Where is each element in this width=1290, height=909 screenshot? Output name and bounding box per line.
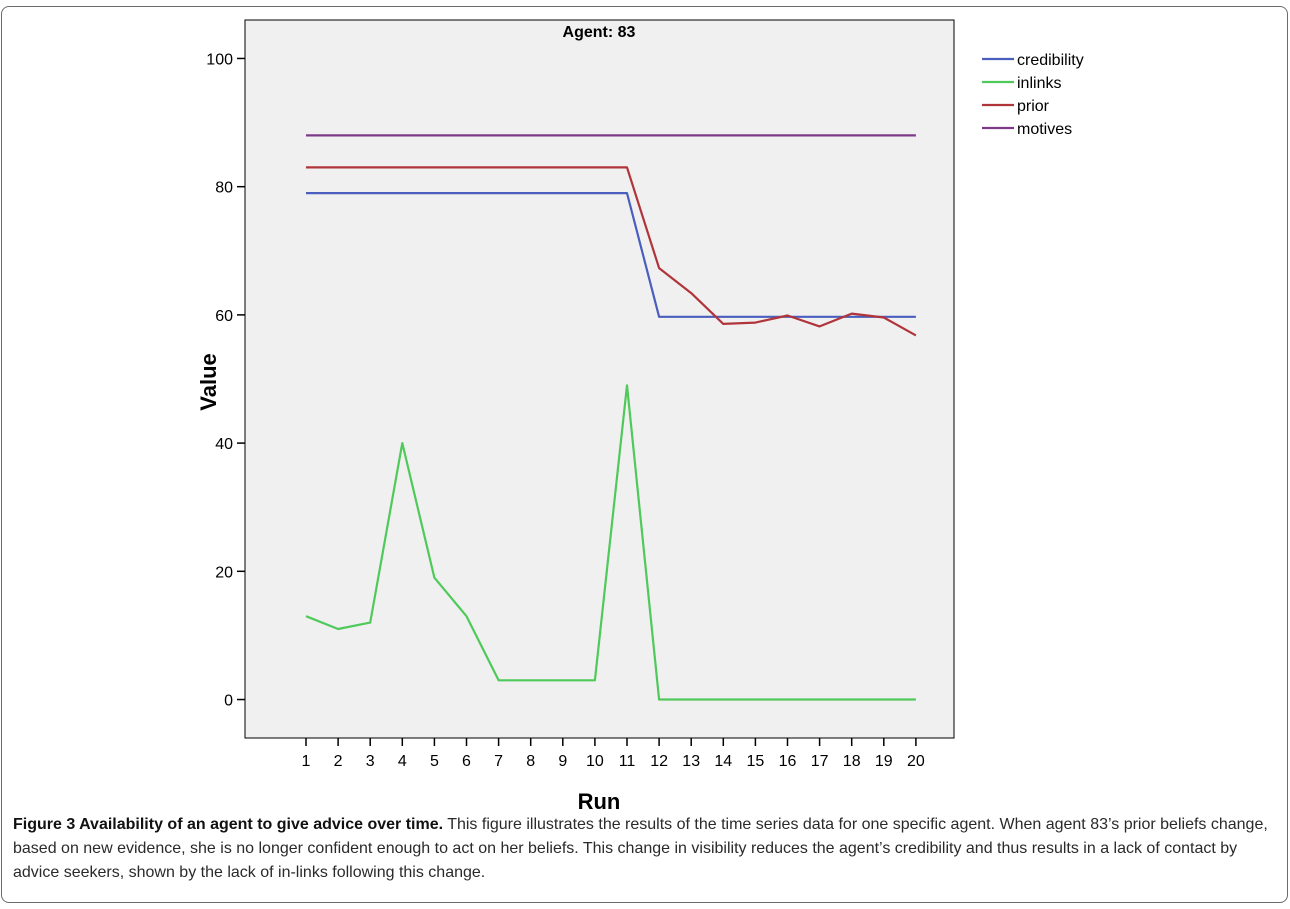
legend-label-inlinks: inlinks: [1017, 75, 1061, 92]
legend-label-motives: motives: [1017, 121, 1072, 138]
legend-label-prior: prior: [1017, 98, 1050, 115]
x-tick-label: 3: [366, 753, 375, 770]
x-tick-label: 19: [875, 753, 893, 770]
y-tick-label: 60: [215, 308, 233, 325]
x-tick-label: 4: [398, 753, 407, 770]
caption-lead: Figure 3 Availability of an agent to giv…: [13, 816, 444, 833]
x-tick-label: 11: [619, 753, 636, 770]
y-tick-label: 0: [224, 693, 233, 710]
caption-body: This figure illustrates the results of t…: [13, 816, 1268, 881]
x-tick-label: 13: [682, 753, 700, 770]
legend: credibility inlinks prior motives: [982, 52, 1084, 138]
x-axis-label: Run: [578, 789, 621, 812]
x-tick-label: 2: [334, 753, 343, 770]
legend-label-credibility: credibility: [1017, 52, 1084, 69]
y-axis: 0 20 40 60 80 100: [206, 51, 245, 710]
y-tick-label: 20: [215, 564, 233, 581]
y-axis-label: Value: [196, 353, 221, 410]
x-tick-label: 1: [302, 753, 311, 770]
x-tick-label: 9: [558, 753, 567, 770]
series-line-prior: [306, 166, 917, 337]
x-tick-label: 15: [747, 753, 765, 770]
x-tick-label: 14: [714, 753, 732, 770]
series-line-inlinks: [305, 384, 916, 701]
series-layer: [305, 134, 917, 701]
x-tick-label: 6: [462, 753, 471, 770]
figure-frame: [1, 6, 1288, 903]
x-tick-label: 10: [586, 753, 604, 770]
x-tick-label: 20: [907, 753, 925, 770]
x-axis: 1 2 3 4 5 6 7 8 9 10 11 12 13 14 15 16 17 18 19 20: [302, 738, 925, 770]
series-line-credibility: [306, 192, 916, 318]
x-tick-label: 16: [779, 753, 797, 770]
y-tick-label: 80: [215, 180, 233, 197]
x-tick-label: 7: [494, 753, 503, 770]
x-tick-label: 17: [811, 753, 829, 770]
figure-caption: Figure 3 Availability of an agent to giv…: [13, 813, 1275, 885]
plot-area: [244, 19, 955, 739]
x-tick-label: 12: [650, 753, 668, 770]
x-tick-label: 5: [430, 753, 439, 770]
y-tick-label: 40: [215, 436, 233, 453]
x-tick-label: 18: [843, 753, 861, 770]
x-tick-label: 8: [526, 753, 535, 770]
y-tick-label: 100: [206, 51, 233, 68]
chart-title: Agent: 83: [563, 24, 636, 41]
